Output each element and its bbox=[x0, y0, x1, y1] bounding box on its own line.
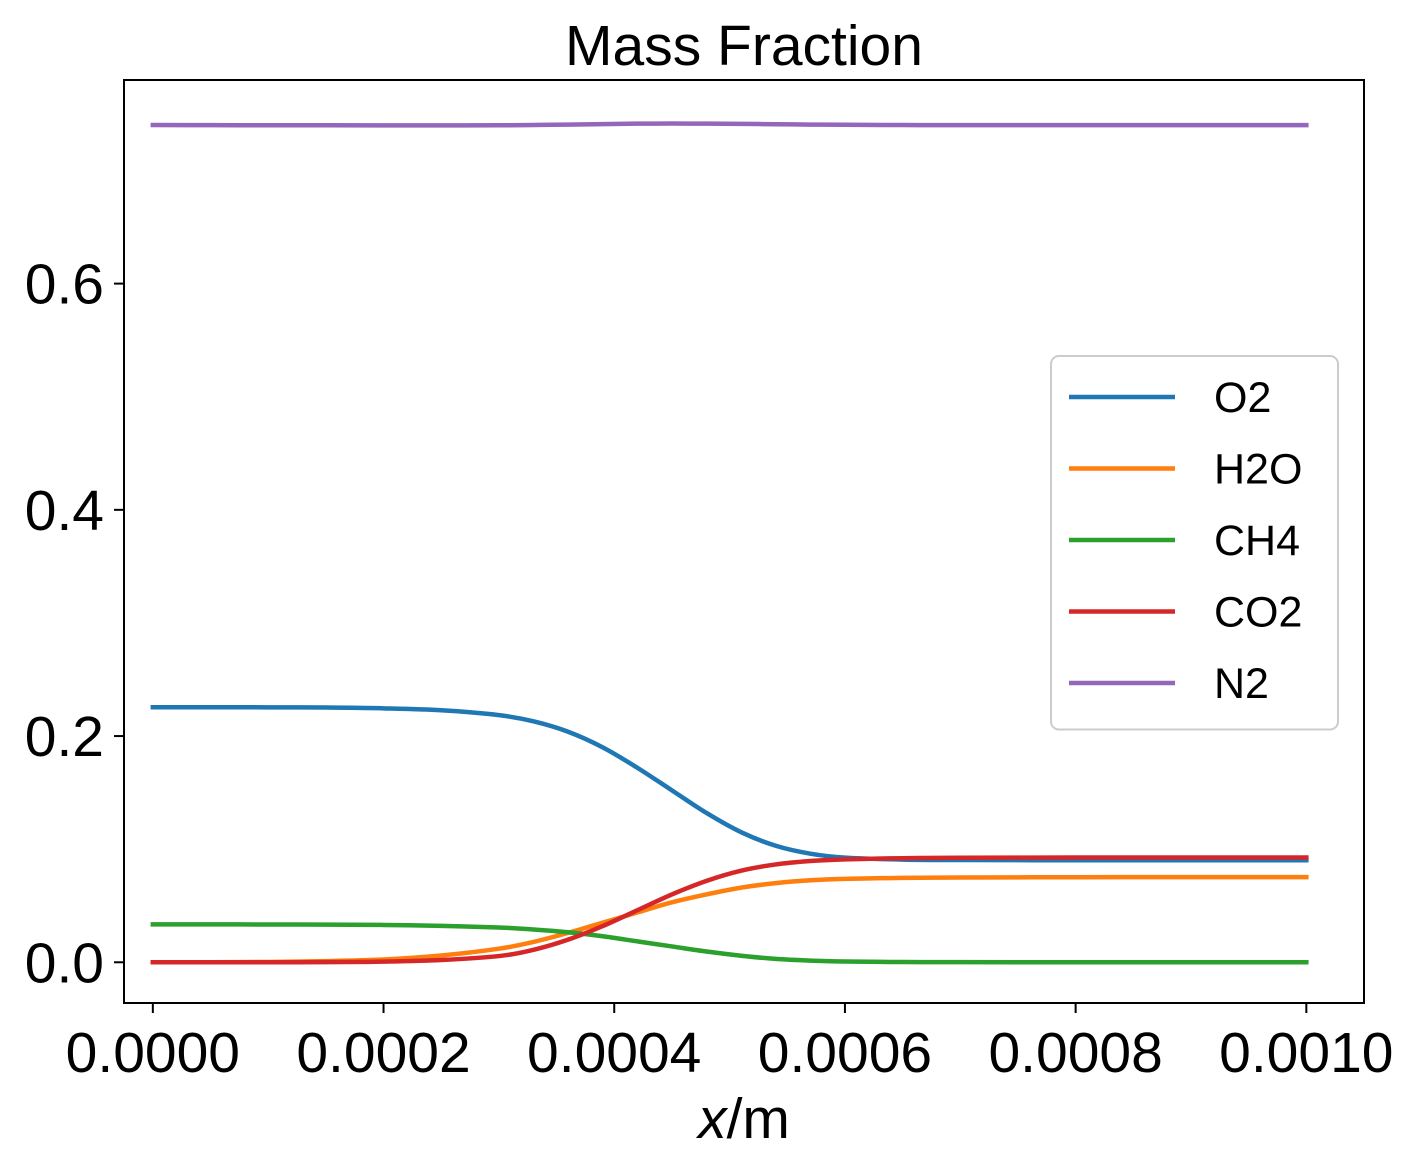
legend: O2 H2O CH4 CO2 N2 bbox=[1050, 355, 1339, 731]
series-lines bbox=[150, 121, 1309, 965]
y-axis-ticks: 0.0 0.2 0.4 0.6 bbox=[25, 253, 124, 995]
x-axis-label-unit: /m bbox=[727, 1087, 790, 1151]
x-axis-label: x/m bbox=[695, 1087, 790, 1151]
legend-label-o2: O2 bbox=[1214, 374, 1271, 422]
x-tick-label: 0.0008 bbox=[988, 1021, 1162, 1085]
series-line-o2 bbox=[150, 704, 1309, 863]
x-axis-ticks: 0.0000 0.0002 0.0004 0.0006 0.0008 0.0010 bbox=[66, 1003, 1393, 1085]
series-line-n2 bbox=[150, 121, 1309, 128]
series-line-ch4 bbox=[150, 922, 1309, 965]
legend-label-ch4: CH4 bbox=[1214, 517, 1300, 565]
x-tick-label: 0.0010 bbox=[1219, 1021, 1393, 1085]
legend-label-n2: N2 bbox=[1214, 660, 1269, 708]
legend-label-h2o: H2O bbox=[1214, 446, 1302, 494]
y-tick-label: 0.0 bbox=[25, 931, 104, 995]
x-axis-label-variable: x bbox=[695, 1087, 729, 1151]
x-tick-label: 0.0000 bbox=[66, 1021, 240, 1085]
y-tick-label: 0.2 bbox=[25, 705, 104, 769]
x-tick-label: 0.0006 bbox=[758, 1021, 932, 1085]
legend-box bbox=[1050, 355, 1339, 731]
x-tick-label: 0.0004 bbox=[527, 1021, 701, 1085]
y-tick-label: 0.6 bbox=[25, 253, 104, 317]
legend-label-co2: CO2 bbox=[1214, 589, 1302, 637]
x-tick-label: 0.0002 bbox=[296, 1021, 470, 1085]
plot-area-frame bbox=[123, 79, 1365, 1004]
chart-title: Mass Fraction bbox=[565, 14, 923, 78]
series-line-co2 bbox=[150, 855, 1309, 965]
y-tick-label: 0.4 bbox=[25, 479, 104, 543]
